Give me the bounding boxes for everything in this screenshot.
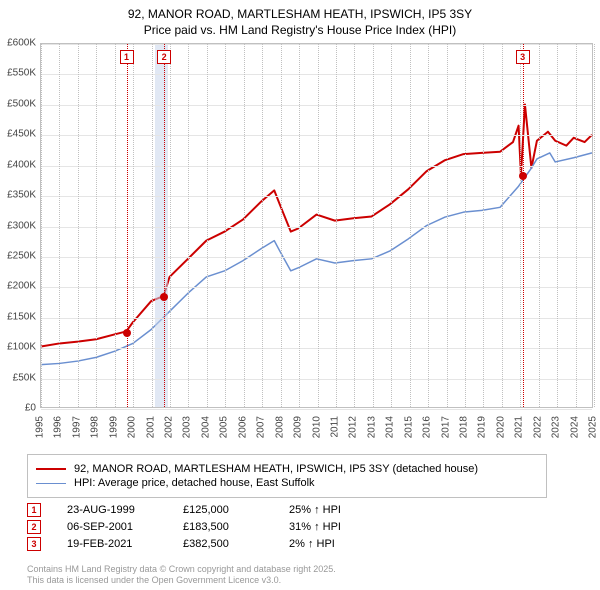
sales-table: 1 23-AUG-1999 £125,000 25% ↑ HPI 2 06-SE… — [27, 500, 379, 554]
plot-area: 1 2 3 — [40, 43, 593, 408]
x-tick-label: 2023 — [551, 416, 562, 438]
sale-pct-above-hpi: 2% ↑ HPI — [289, 538, 379, 550]
y-tick-label: £450K — [7, 129, 36, 140]
x-tick-label: 2005 — [219, 416, 230, 438]
y-tick-label: £550K — [7, 68, 36, 79]
x-tick-label: 2016 — [422, 416, 433, 438]
y-tick-label: £50K — [13, 372, 36, 383]
legend-row-hpi: HPI: Average price, detached house, East… — [36, 477, 538, 489]
sale-marker-dot — [519, 172, 527, 180]
legend-row-price-paid: 92, MANOR ROAD, MARTLESHAM HEATH, IPSWIC… — [36, 463, 538, 475]
legend-label: 92, MANOR ROAD, MARTLESHAM HEATH, IPSWIC… — [74, 463, 478, 475]
sale-pct-above-hpi: 31% ↑ HPI — [289, 521, 379, 533]
x-tick-label: 1999 — [108, 416, 119, 438]
x-tick-label: 2010 — [311, 416, 322, 438]
sales-row: 1 23-AUG-1999 £125,000 25% ↑ HPI — [27, 503, 379, 517]
legend-label: HPI: Average price, detached house, East… — [74, 477, 315, 489]
x-tick-label: 2007 — [256, 416, 267, 438]
sale-price: £125,000 — [183, 504, 263, 516]
x-tick-label: 2018 — [458, 416, 469, 438]
sales-row: 3 19-FEB-2021 £382,500 2% ↑ HPI — [27, 537, 379, 551]
sale-marker-line — [164, 44, 165, 407]
sale-marker-dot — [123, 329, 131, 337]
x-tick-label: 2022 — [532, 416, 543, 438]
sale-marker-dot — [160, 293, 168, 301]
y-tick-label: £250K — [7, 250, 36, 261]
series-price_paid — [41, 104, 592, 346]
x-tick-label: 2003 — [182, 416, 193, 438]
y-tick-label: £500K — [7, 98, 36, 109]
x-tick-label: 2002 — [164, 416, 175, 438]
sale-marker-icon: 2 — [157, 50, 171, 64]
sale-price: £183,500 — [183, 521, 263, 533]
sale-price: £382,500 — [183, 538, 263, 550]
legend-swatch — [36, 483, 66, 484]
footnote-line: Contains HM Land Registry data © Crown c… — [27, 564, 336, 575]
y-tick-label: £300K — [7, 220, 36, 231]
y-tick-label: £400K — [7, 159, 36, 170]
y-tick-label: £350K — [7, 190, 36, 201]
chart-title: 92, MANOR ROAD, MARTLESHAM HEATH, IPSWIC… — [0, 6, 600, 38]
sale-marker-icon: 2 — [27, 520, 41, 534]
chart-container: 92, MANOR ROAD, MARTLESHAM HEATH, IPSWIC… — [0, 0, 600, 590]
footnote-line: This data is licensed under the Open Gov… — [27, 575, 336, 586]
x-tick-label: 2014 — [385, 416, 396, 438]
sale-date: 06-SEP-2001 — [67, 521, 157, 533]
title-subtitle: Price paid vs. HM Land Registry's House … — [0, 22, 600, 38]
x-tick-label: 2000 — [127, 416, 138, 438]
x-tick-label: 2017 — [440, 416, 451, 438]
x-tick-label: 1998 — [90, 416, 101, 438]
highlight-band — [155, 44, 168, 407]
x-axis: 1995199619971998199920002001200220032004… — [40, 412, 593, 452]
x-tick-label: 2013 — [366, 416, 377, 438]
sale-marker-icon: 1 — [27, 503, 41, 517]
x-tick-label: 1997 — [71, 416, 82, 438]
x-tick-label: 2024 — [569, 416, 580, 438]
copyright-footnote: Contains HM Land Registry data © Crown c… — [27, 564, 336, 587]
y-tick-label: £0 — [25, 403, 36, 414]
x-tick-label: 2025 — [588, 416, 599, 438]
sale-date: 19-FEB-2021 — [67, 538, 157, 550]
legend-box: 92, MANOR ROAD, MARTLESHAM HEATH, IPSWIC… — [27, 454, 547, 498]
x-tick-label: 1996 — [53, 416, 64, 438]
title-address: 92, MANOR ROAD, MARTLESHAM HEATH, IPSWIC… — [0, 6, 600, 22]
x-tick-label: 2011 — [329, 416, 340, 438]
y-axis: £0£50K£100K£150K£200K£250K£300K£350K£400… — [0, 43, 38, 408]
sales-row: 2 06-SEP-2001 £183,500 31% ↑ HPI — [27, 520, 379, 534]
y-tick-label: £150K — [7, 311, 36, 322]
x-tick-label: 2019 — [477, 416, 488, 438]
chart-lines — [41, 44, 592, 407]
x-tick-label: 2008 — [274, 416, 285, 438]
y-tick-label: £100K — [7, 342, 36, 353]
y-tick-label: £600K — [7, 38, 36, 49]
x-tick-label: 2015 — [403, 416, 414, 438]
sale-date: 23-AUG-1999 — [67, 504, 157, 516]
x-tick-label: 2020 — [495, 416, 506, 438]
sale-marker-icon: 1 — [120, 50, 134, 64]
x-tick-label: 1995 — [35, 416, 46, 438]
x-tick-label: 2001 — [145, 416, 156, 438]
legend-swatch — [36, 468, 66, 470]
x-tick-label: 2009 — [293, 416, 304, 438]
sale-pct-above-hpi: 25% ↑ HPI — [289, 504, 379, 516]
x-tick-label: 2004 — [200, 416, 211, 438]
x-tick-label: 2012 — [348, 416, 359, 438]
y-tick-label: £200K — [7, 281, 36, 292]
x-tick-label: 2021 — [514, 416, 525, 438]
x-tick-label: 2006 — [237, 416, 248, 438]
sale-marker-icon: 3 — [516, 50, 530, 64]
sale-marker-line — [523, 44, 524, 407]
sale-marker-icon: 3 — [27, 537, 41, 551]
sale-marker-line — [127, 44, 128, 407]
